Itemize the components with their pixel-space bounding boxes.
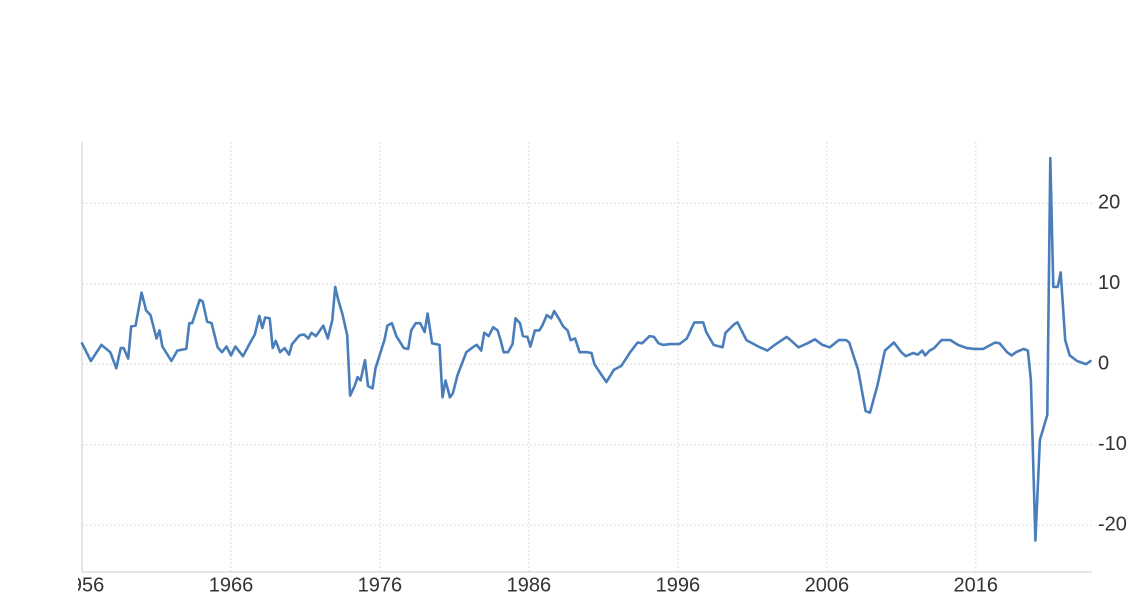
x-tick-labels: 1956 1966 1976 1986 1996 2006 2016 (60, 574, 999, 596)
y-tick-label: -10 (1098, 433, 1127, 455)
x-tick-label: 1976 (358, 574, 403, 596)
y-tick-label: 0 (1098, 353, 1109, 375)
y-tick-label: 20 (1098, 191, 1120, 213)
x-tick-label: 1986 (507, 574, 552, 596)
plot (80, 156, 1092, 542)
x-tick-label: 1996 (656, 574, 701, 596)
y-tick-label: 10 (1098, 272, 1120, 294)
x-tick-label: 1966 (209, 574, 254, 596)
y-tick-label: -20 (1098, 514, 1127, 536)
x-tick-label: 1956 (60, 574, 105, 596)
x-tick-label: 2016 (954, 574, 999, 596)
x-tick-label: 2006 (805, 574, 850, 596)
grid (81, 142, 1092, 572)
data-line (80, 156, 1092, 542)
